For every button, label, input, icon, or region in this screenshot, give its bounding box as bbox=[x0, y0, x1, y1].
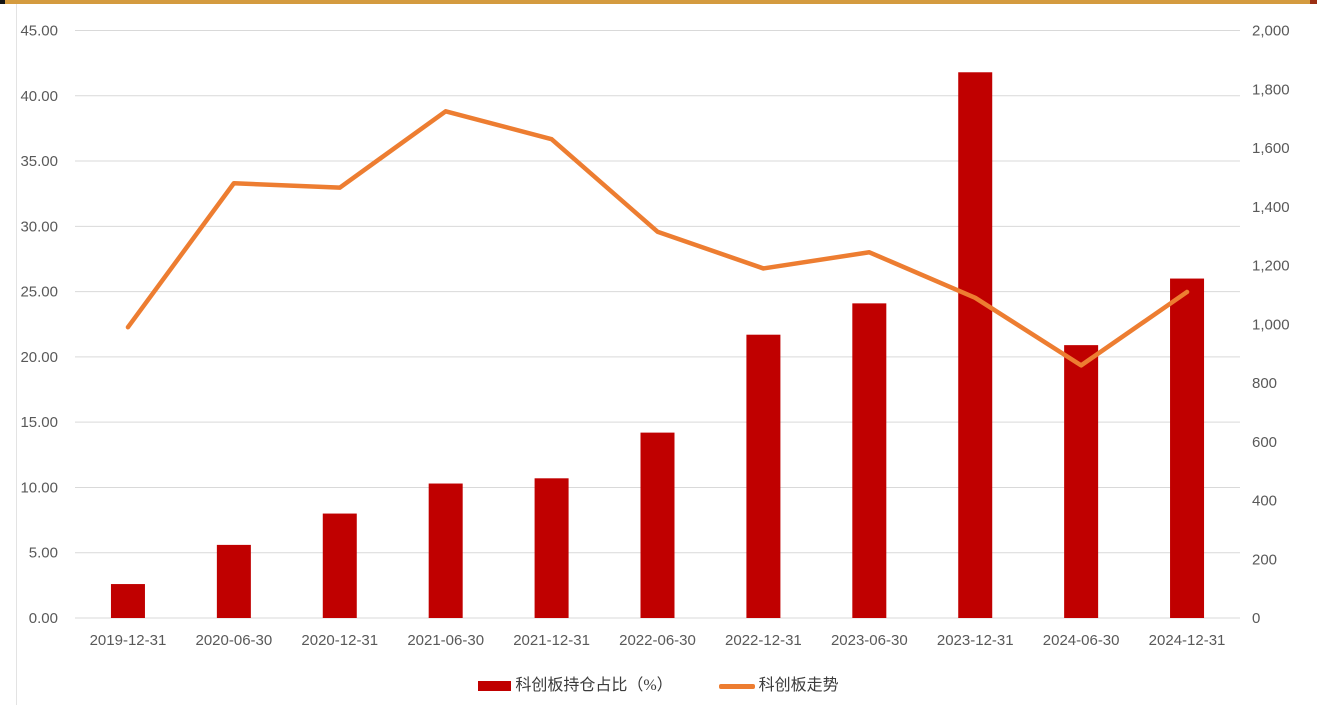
bar bbox=[958, 72, 993, 619]
bar bbox=[216, 544, 251, 618]
left-axis-tick-label: 5.00 bbox=[29, 545, 58, 562]
right-axis-tick-label: 1,600 bbox=[1252, 140, 1290, 157]
bar bbox=[640, 432, 675, 618]
legend-label-line-series: 科创板走势 bbox=[758, 677, 839, 694]
accent-bar bbox=[0, 0, 1317, 4]
right-axis-tick-label: 0 bbox=[1252, 610, 1260, 627]
x-axis-label: 2023-12-31 bbox=[937, 632, 1014, 649]
bar bbox=[322, 513, 357, 618]
left-axis-tick-label: 15.00 bbox=[20, 414, 58, 431]
left-axis-tick-label: 25.00 bbox=[20, 284, 58, 301]
line-series-swatch-icon bbox=[718, 683, 755, 689]
accent-bar-right-cap bbox=[1310, 0, 1317, 4]
left-axis-tick-label: 40.00 bbox=[20, 88, 58, 105]
x-axis-label: 2020-06-30 bbox=[195, 632, 272, 649]
bar bbox=[534, 478, 569, 618]
x-axis-label: 2024-06-30 bbox=[1043, 632, 1120, 649]
right-axis-tick-label: 600 bbox=[1252, 434, 1277, 451]
x-axis-label: 2024-12-31 bbox=[1149, 632, 1226, 649]
bar bbox=[428, 483, 463, 618]
right-axis-tick-label: 400 bbox=[1252, 493, 1277, 510]
chart-legend: 科创板持仓占比（%） 科创板走势 bbox=[0, 676, 1317, 696]
x-axis-label: 2019-12-31 bbox=[90, 632, 167, 649]
x-axis-label: 2023-06-30 bbox=[831, 632, 908, 649]
right-axis-tick-label: 1,000 bbox=[1252, 316, 1290, 333]
x-axis-label: 2022-06-30 bbox=[619, 632, 696, 649]
right-axis-tick-label: 1,800 bbox=[1252, 81, 1290, 98]
chart-frame-left-border bbox=[16, 4, 17, 705]
trend-line bbox=[125, 109, 1190, 368]
bar bbox=[1170, 278, 1205, 618]
right-axis-tick-label: 2,000 bbox=[1252, 23, 1290, 40]
x-axis-label: 2020-12-31 bbox=[301, 632, 378, 649]
right-axis-tick-label: 1,400 bbox=[1252, 199, 1290, 216]
x-axis-label: 2021-12-31 bbox=[513, 632, 590, 649]
bar bbox=[1064, 345, 1099, 618]
left-axis-tick-label: 10.00 bbox=[20, 479, 58, 496]
x-axis-label: 2021-06-30 bbox=[407, 632, 484, 649]
right-axis-tick-label: 1,200 bbox=[1252, 258, 1290, 275]
bar bbox=[110, 584, 145, 618]
left-axis-tick-label: 35.00 bbox=[20, 153, 58, 170]
legend-item-line-series: 科创板走势 bbox=[718, 676, 839, 696]
left-axis-tick-label: 45.00 bbox=[20, 23, 58, 40]
bar-series-swatch-icon bbox=[478, 681, 512, 691]
accent-bar-left-cap bbox=[0, 0, 5, 4]
right-axis-tick-label: 800 bbox=[1252, 375, 1277, 392]
bar bbox=[746, 334, 781, 618]
left-axis-tick-label: 30.00 bbox=[20, 218, 58, 235]
right-axis-tick-label: 200 bbox=[1252, 551, 1277, 568]
legend-item-bar-series: 科创板持仓占比（%） bbox=[478, 676, 673, 696]
legend-label-bar-series: 科创板持仓占比（%） bbox=[515, 677, 673, 694]
left-axis-tick-label: 0.00 bbox=[29, 610, 58, 627]
x-axis-label: 2022-12-31 bbox=[725, 632, 802, 649]
bar bbox=[852, 303, 887, 618]
left-axis-tick-label: 20.00 bbox=[20, 349, 58, 366]
